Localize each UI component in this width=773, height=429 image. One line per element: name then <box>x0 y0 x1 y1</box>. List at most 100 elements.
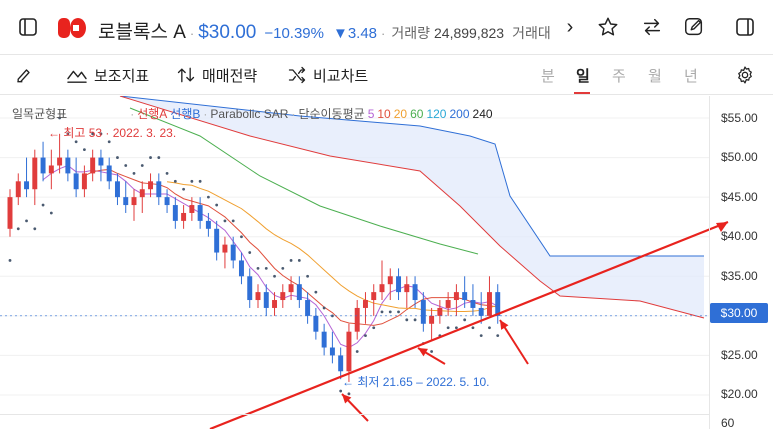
y-tick-50: $50.00 <box>721 150 758 164</box>
y-tick-35: $35.00 <box>721 269 758 283</box>
candle-down <box>478 307 484 316</box>
psar-dot <box>149 156 152 159</box>
draw-tool-button[interactable] <box>14 64 40 86</box>
top-bar: 로블록스 A · $30.00 −10.39% ▼3.48 · 거래량 24,8… <box>0 0 773 55</box>
strategy-button[interactable]: 매매전략 <box>176 64 257 86</box>
candle-down <box>40 157 46 174</box>
psar-dot <box>463 318 467 322</box>
compare-shuffle-icon <box>288 66 306 84</box>
candle-up <box>181 212 187 221</box>
psar-dot <box>446 326 450 330</box>
candle-down <box>313 315 319 332</box>
y-tick-55: $55.00 <box>721 111 758 125</box>
current-price: $30.00 <box>198 22 257 43</box>
chart-toolbar: 보조지표 매매전략 비교차트 분 일 주 월 년 <box>0 55 773 95</box>
volume-label: 거래량 <box>391 25 431 41</box>
psar-dot <box>215 203 219 207</box>
candle-down <box>296 284 302 301</box>
separator-dot: · <box>189 26 195 41</box>
psar-dot <box>388 310 392 314</box>
psar-dot <box>16 227 20 231</box>
price-chart[interactable] <box>0 96 773 429</box>
psar-dot <box>397 310 400 314</box>
period-minute[interactable]: 분 <box>541 68 555 85</box>
period-year[interactable]: 년 <box>684 68 698 85</box>
legend-sep: · <box>291 107 296 121</box>
psar-dot <box>83 148 86 152</box>
legend-sep: · <box>130 107 135 121</box>
psar-dot <box>198 179 202 183</box>
ichimoku-cloud <box>120 96 704 318</box>
ma5-line <box>42 164 498 349</box>
candle-up <box>379 284 385 293</box>
star-icon[interactable] <box>594 13 622 41</box>
legend-span-b: 선행B <box>170 107 201 121</box>
y-tick-20: $20.00 <box>721 387 758 401</box>
psar-dot <box>488 326 491 330</box>
candle-up <box>362 300 368 308</box>
period-day[interactable]: 일 <box>576 68 590 85</box>
high-annotation: ← 최고 53 · 2022. 3. 23. <box>48 126 177 140</box>
volume-axis-tick: 60 <box>721 416 735 429</box>
ticker-info: 로블록스 A · $30.00 −10.39% ▼3.48 · 거래량 24,8… <box>98 17 551 43</box>
psar-dot <box>49 211 53 215</box>
sidebar-toggle-icon[interactable] <box>14 13 42 41</box>
psar-dot <box>339 389 343 393</box>
candle-up <box>81 173 87 190</box>
roblox-logo <box>58 16 88 40</box>
candle-down <box>247 276 253 301</box>
candle-down <box>123 197 129 206</box>
candle-down <box>114 181 120 198</box>
psar-dot <box>240 235 243 239</box>
legend-psar[interactable]: Parabolic SAR <box>210 107 289 121</box>
y-tick-25: $25.00 <box>721 348 758 362</box>
psar-dot <box>124 164 128 167</box>
psar-dot <box>347 392 351 396</box>
swap-arrows-icon[interactable] <box>638 13 666 41</box>
y-tick-40: $40.00 <box>721 229 758 243</box>
compare-button[interactable]: 비교차트 <box>287 64 368 86</box>
settings-gear-icon[interactable] <box>731 61 759 89</box>
psar-dot <box>41 203 45 207</box>
edit-note-icon[interactable] <box>680 13 708 41</box>
legend-ma[interactable]: 단순이동평균 <box>298 107 365 121</box>
psar-dot <box>231 219 235 223</box>
psar-dot <box>380 310 384 314</box>
candle-up <box>7 197 13 229</box>
legend-ma-10: 10 <box>377 107 391 121</box>
legend-ma-60: 60 <box>410 107 424 121</box>
psar-dot <box>132 172 136 175</box>
psar-dot <box>223 219 227 223</box>
legend-ichimoku[interactable]: 일목균형표 <box>12 107 68 121</box>
psar-dot <box>8 259 12 262</box>
psar-dot <box>107 140 111 144</box>
psar-dot <box>322 306 326 310</box>
psar-dot <box>479 334 483 338</box>
candle-down <box>338 355 344 372</box>
panel-toggle-icon[interactable] <box>731 13 759 41</box>
psar-dot <box>413 318 417 322</box>
period-month[interactable]: 월 <box>648 68 662 85</box>
psar-dot <box>248 251 252 254</box>
candle-down <box>164 197 170 206</box>
candle-up <box>404 284 410 293</box>
psar-dot <box>331 314 334 318</box>
low-annotation: ← 최저 21.65 – 2022. 5. 10. <box>342 375 490 389</box>
active-period-underline <box>574 92 590 94</box>
price-axis[interactable]: $55.00 $50.00 $45.00 $40.00 $35.00 $25.0… <box>709 96 773 429</box>
psar-dot <box>256 266 260 270</box>
candle-down <box>495 292 501 316</box>
pencil-icon <box>17 69 30 83</box>
period-week[interactable]: 주 <box>612 68 626 85</box>
candle-down <box>305 300 311 316</box>
change-percent: −10.39% <box>264 25 324 42</box>
volume-divider <box>0 414 709 415</box>
trendline-arrowhead <box>716 222 728 232</box>
candle-down <box>172 205 178 221</box>
candle-up <box>429 315 435 324</box>
annotation-arrow-head <box>342 394 352 404</box>
psar-dot <box>91 132 95 136</box>
more-chevron-icon[interactable]: › <box>566 15 574 38</box>
candle-down <box>197 205 203 221</box>
indicator-button[interactable]: 보조지표 <box>66 64 149 86</box>
